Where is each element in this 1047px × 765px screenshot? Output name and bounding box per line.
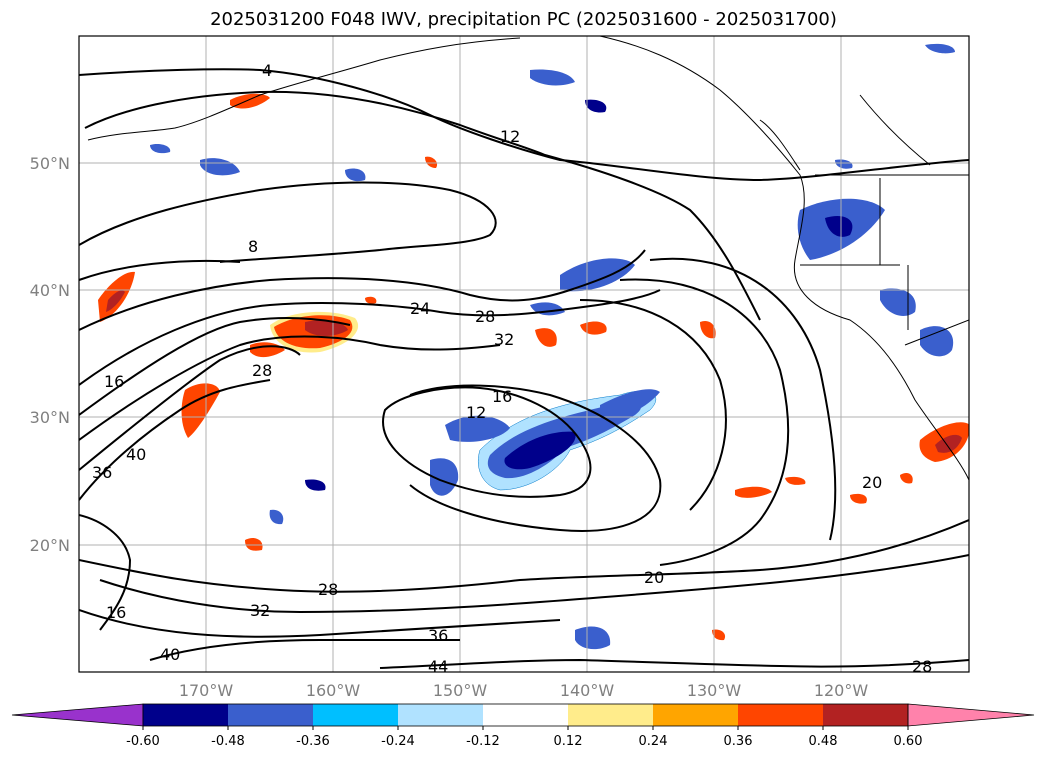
map-frame [78, 35, 970, 673]
colorbar-tick-label: -0.36 [296, 734, 330, 749]
contour-label: 20 [644, 568, 664, 587]
map-gridlines [79, 36, 969, 672]
map-title: 2025031200 F048 IWV, precipitation PC (2… [210, 9, 837, 30]
contour-label: 28 [475, 307, 495, 326]
contour-label: 28 [912, 657, 932, 676]
colorbar-frame [142, 703, 909, 727]
contour-label: 20 [862, 473, 882, 492]
lon-tick-140w: 140°W [560, 681, 615, 700]
contour-label: 36 [92, 463, 112, 482]
contour-labels: 4 12 8 24 28 32 16 28 16 12 40 36 20 28 … [92, 61, 932, 676]
negative-precip-patches [150, 43, 955, 650]
colorbar-tick-label: 0.12 [554, 734, 583, 749]
longitude-ticks: 170°W 160°W 150°W 140°W 130°W 120°W [179, 681, 869, 700]
coastlines [87, 36, 969, 481]
colorbar-segment [313, 704, 398, 726]
contour-label: 44 [428, 657, 448, 676]
iwv-contours [79, 68, 969, 669]
contour-label: 16 [104, 372, 124, 391]
colorbar-segment [228, 704, 313, 726]
colorbar-extend-max [907, 703, 1035, 727]
contour-label: 12 [500, 127, 520, 146]
colorbar-tick-label: -0.60 [126, 734, 160, 749]
colorbar-segment [823, 704, 908, 726]
contour-label: 4 [262, 61, 272, 80]
positive-precip-patches [98, 93, 969, 641]
contour-label: 24 [410, 299, 430, 318]
contour-label: 32 [494, 330, 514, 349]
colorbar-segment [398, 704, 483, 726]
contour-label: 40 [126, 445, 146, 464]
lon-tick-160w: 160°W [306, 681, 361, 700]
colorbar-segment [653, 704, 738, 726]
contour-label: 8 [248, 237, 258, 256]
latitude-ticks: 50°N 40°N 30°N 20°N [30, 154, 70, 555]
colorbar-segment [738, 704, 823, 726]
lon-tick-150w: 150°W [433, 681, 488, 700]
colorbar-tick-label: -0.24 [381, 734, 415, 749]
colorbar-tick-label: 0.48 [809, 734, 838, 749]
contour-label: 28 [318, 580, 338, 599]
colorbar-tick-label: 0.36 [724, 734, 753, 749]
contour-label: 36 [428, 626, 448, 645]
contour-label: 16 [106, 603, 126, 622]
colorbar-extend-min [11, 703, 144, 727]
lon-tick-170w: 170°W [179, 681, 234, 700]
contour-label: 40 [160, 645, 180, 664]
contour-label: 32 [250, 601, 270, 620]
contour-label: 16 [492, 387, 512, 406]
colorbar: -0.60 -0.48 -0.36 -0.24 -0.12 0.12 0.24 0.36 0.4… [11, 703, 1035, 749]
lat-tick-20n: 20°N [30, 536, 70, 555]
precipitation-anomaly-layer [98, 43, 969, 650]
lon-tick-120w: 120°W [814, 681, 869, 700]
lon-tick-130w: 130°W [687, 681, 742, 700]
lat-tick-50n: 50°N [30, 154, 70, 173]
colorbar-segment [143, 704, 228, 726]
contour-label: 28 [252, 361, 272, 380]
colorbar-tick-label: -0.48 [211, 734, 245, 749]
colorbar-segment [483, 704, 568, 726]
colorbar-tick-label: -0.12 [466, 734, 500, 749]
colorbar-segment [568, 704, 653, 726]
contour-label: 12 [466, 403, 486, 422]
colorbar-tick-label: 0.24 [639, 734, 668, 749]
colorbar-tick-label: 0.60 [894, 734, 923, 749]
lat-tick-40n: 40°N [30, 281, 70, 300]
lat-tick-30n: 30°N [30, 408, 70, 427]
